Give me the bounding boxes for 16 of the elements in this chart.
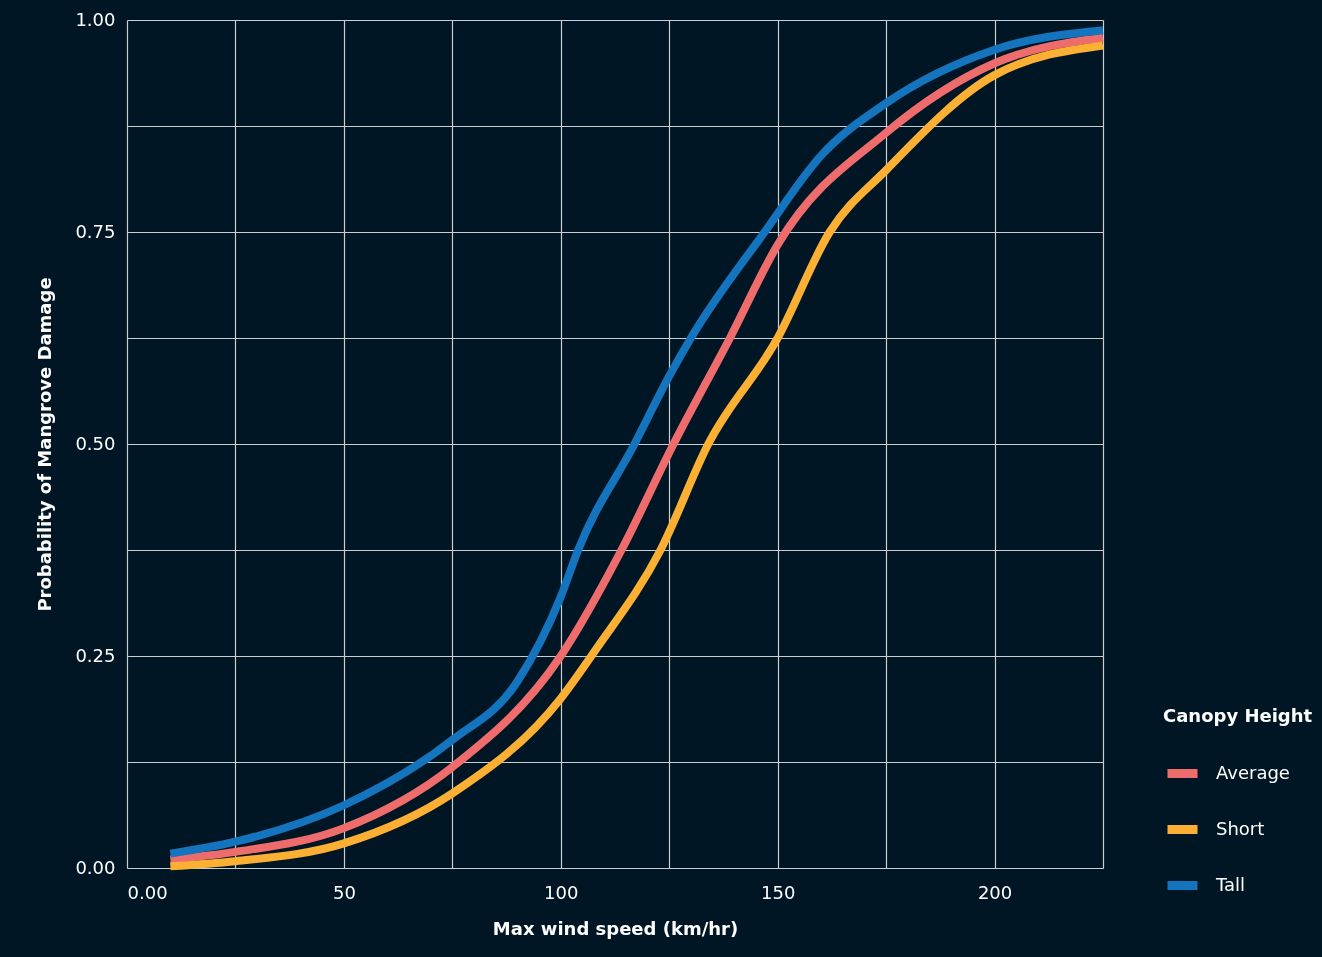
y-tick-label: 0.50: [75, 432, 116, 454]
y-tick-label: 0.00: [75, 856, 116, 878]
y-tick-label: 1.00: [75, 8, 116, 30]
x-tick-label: 50: [332, 881, 356, 903]
x-tick-label: 0.00: [127, 881, 168, 903]
y-axis-title: Probability of Mangrove Damage: [34, 277, 56, 612]
x-tick-label: 150: [760, 881, 796, 903]
y-tick-label: 0.25: [75, 644, 116, 666]
x-tick-label: 100: [544, 881, 579, 903]
legend-label: Tall: [1215, 873, 1246, 895]
legend-label: Short: [1216, 817, 1265, 839]
x-tick-label: 200: [977, 881, 1013, 903]
legend-title: Canopy Height: [1163, 705, 1313, 726]
y-tick-label: 0.75: [75, 220, 116, 242]
x-axis-title: Max wind speed (km/hr): [492, 917, 739, 939]
legend-label: Average: [1216, 761, 1290, 783]
